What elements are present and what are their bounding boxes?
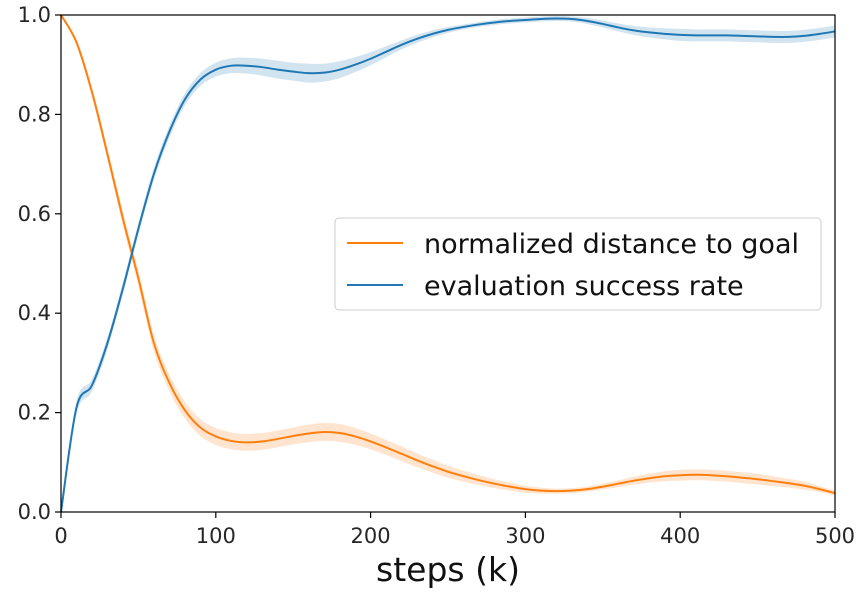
y-tick-label: 0.0 [18, 500, 51, 524]
legend: normalized distance to goal evaluation su… [334, 217, 822, 311]
y-tick-label: 0.6 [18, 202, 51, 226]
x-tick-label: 100 [196, 524, 236, 548]
legend-label-1: evaluation success rate [424, 271, 744, 302]
y-axis: 0.0 0.2 0.4 0.6 0.8 1.0 [18, 3, 61, 524]
x-tick-label: 500 [815, 524, 855, 548]
series-lines [60, 14, 836, 513]
legend-box [334, 217, 822, 311]
x-axis: 0 100 200 300 400 500 [54, 512, 855, 548]
plot-frame [60, 14, 836, 513]
y-tick-label: 1.0 [18, 3, 51, 27]
series-line-0 [60, 14, 836, 495]
series-line-1 [60, 17, 836, 513]
x-tick-label: 200 [351, 524, 391, 548]
x-tick-label: 0 [54, 524, 67, 548]
x-tick-label: 300 [505, 524, 545, 548]
y-tick-label: 0.4 [18, 301, 51, 325]
x-axis-title: steps (k) [376, 550, 520, 589]
legend-label-0: normalized distance to goal [424, 229, 799, 260]
y-tick-label: 0.2 [18, 401, 51, 425]
x-tick-label: 400 [660, 524, 700, 548]
y-tick-label: 0.8 [18, 102, 51, 126]
